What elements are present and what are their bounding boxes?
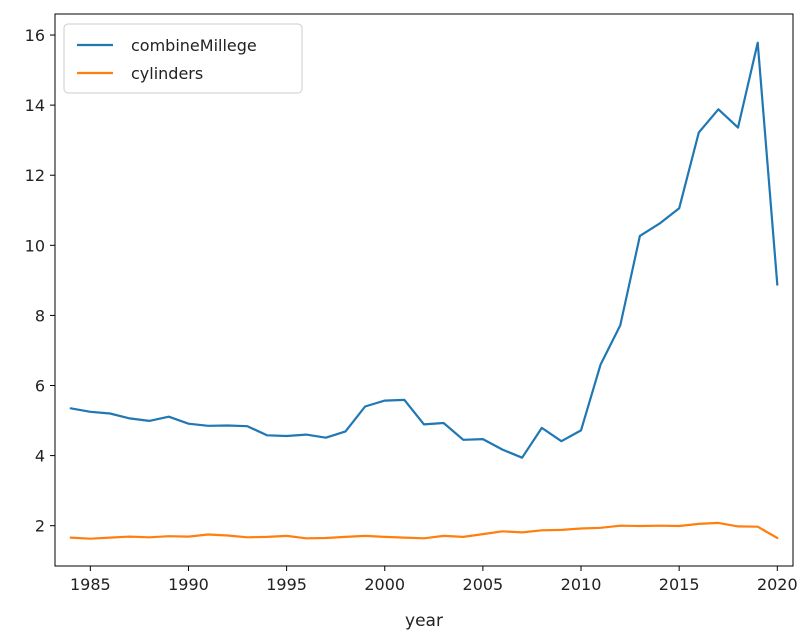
series-line-combineMillege [69, 41, 779, 459]
series-line-cylinders [69, 521, 779, 540]
series-layer [69, 41, 779, 540]
y-tick-label: 12 [25, 166, 45, 185]
plot-frame [54, 13, 794, 567]
x-tick-label: 2005 [463, 575, 504, 594]
legend-box [63, 23, 303, 94]
y-tick-label: 16 [25, 26, 45, 45]
y-tick-label: 6 [35, 377, 45, 396]
legend-label-cylinders: cylinders [131, 64, 203, 83]
y-tick-label: 8 [35, 306, 45, 325]
y-tick-label: 14 [25, 96, 45, 115]
x-axis-label: year [405, 611, 443, 631]
x-tick-label: 1990 [168, 575, 209, 594]
plot-area [55, 14, 793, 566]
y-tick-label: 10 [25, 236, 45, 255]
x-tick-label: 2020 [757, 575, 798, 594]
legend-label-combineMillege: combineMillege [131, 36, 257, 55]
x-axis: 1985 1990 1995 2000 2005 2010 2015 2020 [70, 566, 798, 594]
x-tick-label: 2000 [364, 575, 405, 594]
x-tick-label: 2010 [561, 575, 602, 594]
y-tick-label: 4 [35, 447, 45, 466]
x-tick-label: 1985 [70, 575, 111, 594]
x-tick-label: 2015 [659, 575, 700, 594]
y-tick-label: 2 [35, 517, 45, 536]
legend: combineMillege cylinders [63, 23, 303, 94]
y-axis: 2 4 6 8 10 12 14 16 [25, 26, 55, 536]
x-tick-label: 1995 [266, 575, 307, 594]
